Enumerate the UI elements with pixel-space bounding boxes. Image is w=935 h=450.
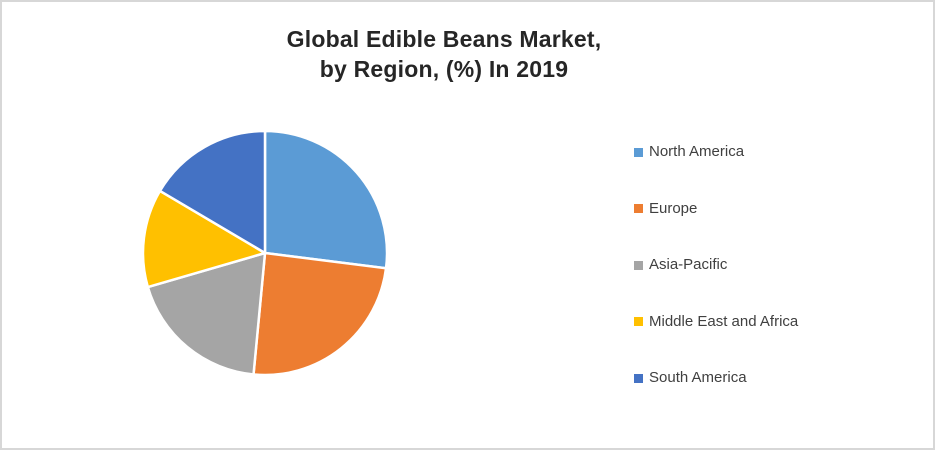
legend-item-south-america: South America: [634, 367, 798, 389]
legend-item-asia-pacific: Asia-Pacific: [634, 254, 798, 276]
legend: North America Europe Asia-Pacific Middle Ea…: [634, 141, 798, 389]
pie-slice-europe: [252, 251, 388, 377]
legend-label-north-america: North America: [649, 143, 745, 160]
legend-marker-asia-pacific: [634, 260, 643, 270]
pie-slice-south-america: [158, 129, 267, 255]
legend-marker-middle-east-and-africa: [634, 317, 643, 327]
pie-slice-middle-east-and-africa: [141, 189, 267, 289]
legend-marker-south-america: [634, 373, 643, 383]
pie-slices: [141, 129, 389, 377]
chart-title-line-1: Global Edible Beans Market,: [286, 26, 602, 52]
legend-label-south-america: South America: [649, 369, 747, 387]
chart-title: Global Edible Beans Market, by Region, (…: [2, 24, 886, 84]
legend-item-europe: Europe: [634, 198, 798, 220]
legend-marker-north-america: [634, 147, 643, 157]
legend-marker-europe: [634, 204, 643, 214]
legend-item-north-america: North America: [634, 141, 798, 163]
legend-label-europe: Europe: [649, 199, 698, 217]
pie-slice-asia-pacific: [146, 251, 267, 376]
legend-item-middle-east-and-africa: Middle East and Africa: [634, 311, 798, 333]
chart-title-line-2: by Region, (%) In 2019: [319, 56, 569, 82]
legend-label-asia-pacific: Asia-Pacific: [649, 256, 728, 274]
pie-slice-north-america: [263, 129, 389, 270]
legend-label-middle-east-and-africa: Middle East and Africa: [649, 312, 799, 330]
